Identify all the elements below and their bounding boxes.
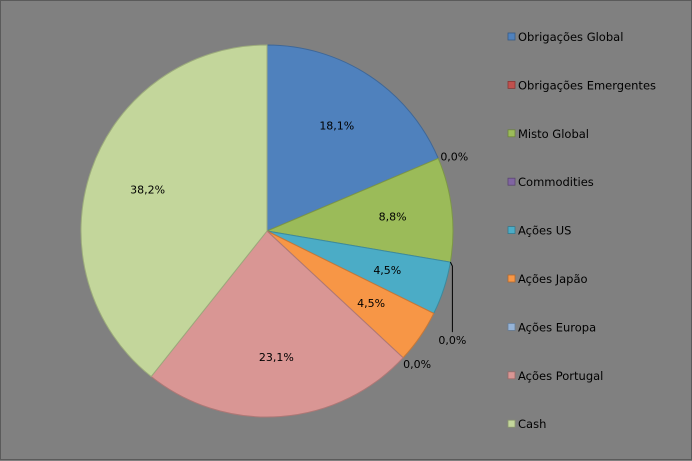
data-label-misto-global: 8,8% — [379, 210, 407, 223]
data-label-acoes-japao: 4,5% — [357, 297, 385, 310]
legend-label-acoes-europa: Ações Europa — [518, 320, 596, 334]
legend-label-misto-global: Misto Global — [518, 127, 589, 141]
legend-swatch-cash — [507, 419, 516, 428]
data-label-obrigacoes-emergentes: 0,0% — [440, 150, 468, 163]
legend-swatch-acoes-europa — [507, 322, 516, 331]
legend-label-acoes-japao: Ações Japão — [518, 272, 588, 286]
legend-label-obrigacoes-global: Obrigações Global — [518, 30, 623, 44]
legend-swatch-acoes-portugal — [507, 371, 516, 380]
data-label-acoes-us: 4,5% — [373, 264, 401, 277]
legend-label-obrigacoes-emergentes: Obrigações Emergentes — [518, 78, 656, 92]
data-label-cash: 38,2% — [130, 183, 165, 196]
legend-swatch-acoes-us — [507, 226, 516, 235]
data-label-acoes-portugal: 23,1% — [259, 351, 294, 364]
pie-slice-cash — [80, 44, 268, 378]
legend-swatch-misto-global — [507, 129, 516, 138]
pie-slice-obrigacoes-global — [266, 44, 439, 232]
legend-swatch-obrigacoes-global — [507, 32, 516, 41]
legend-label-cash: Cash — [518, 417, 546, 431]
pie-slice-misto-global — [265, 157, 454, 263]
legend-label-acoes-portugal: Ações Portugal — [518, 369, 603, 383]
data-label-acoes-europa: 0,0% — [403, 358, 431, 371]
legend-swatch-acoes-japao — [507, 274, 516, 283]
legend: Obrigações Global Obrigações Emergentes Mi… — [507, 30, 656, 431]
data-label-commodities: 0,0% — [438, 334, 466, 347]
pie-slice-acoes-portugal — [150, 230, 404, 418]
legend-swatch-commodities — [507, 177, 516, 186]
legend-label-commodities: Commodities — [518, 175, 594, 189]
legend-swatch-obrigacoes-emergentes — [507, 81, 516, 89]
leader-line-commodities — [449, 261, 453, 333]
legend-label-acoes-us: Ações US — [518, 224, 571, 238]
data-label-obrigacoes-global: 18,1% — [319, 120, 354, 133]
